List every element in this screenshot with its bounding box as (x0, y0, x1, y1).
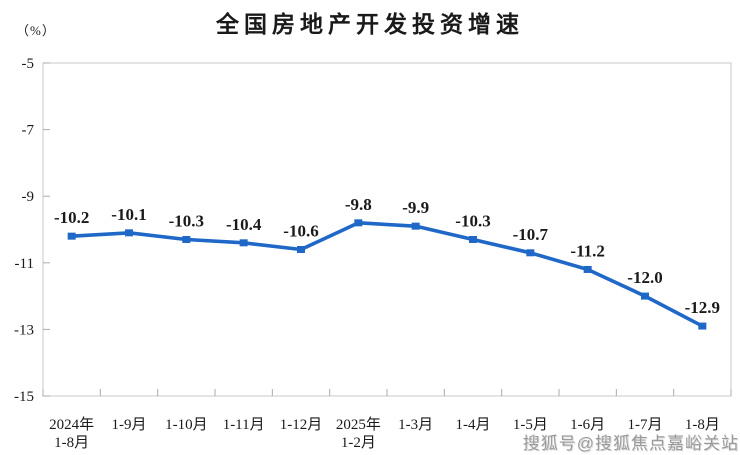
data-point-label: -10.2 (54, 208, 89, 227)
x-category-label: 1-10月 (165, 417, 208, 433)
data-point-marker (698, 322, 707, 330)
data-point-label: -12.9 (685, 298, 720, 317)
data-line (71, 221, 704, 328)
data-point-label: -10.4 (226, 215, 262, 234)
data-point-marker (583, 265, 592, 273)
x-category-label: 2024年 1-8月 (49, 416, 94, 451)
data-point-label: -9.9 (402, 198, 429, 217)
x-category-label: 1-4月 (456, 417, 491, 433)
data-point-label: -11.2 (570, 241, 604, 260)
x-category-label: 1-9月 (112, 417, 147, 433)
data-point-label: -10.1 (111, 205, 146, 224)
y-tick-label: -15 (14, 389, 34, 405)
data-point-label: -9.8 (345, 195, 372, 214)
x-category-label: 1-5月 (513, 417, 548, 433)
data-point-marker (125, 229, 133, 237)
data-point-label: -10.3 (455, 211, 490, 230)
plot-border (42, 62, 732, 397)
y-tick-label: -11 (15, 256, 34, 272)
data-point-marker (297, 245, 305, 253)
data-point-marker (526, 249, 535, 257)
y-axis-unit-label: （%） (16, 23, 56, 38)
x-category-label: 2025年 1-2月 (336, 416, 381, 451)
data-point-label: -10.3 (169, 211, 204, 230)
data-point-label: -12.0 (627, 268, 662, 287)
data-point-marker (239, 239, 248, 247)
x-category-label: 1-3月 (398, 417, 433, 433)
x-category-label: 1-6月 (570, 417, 605, 433)
watermark-text: 搜狐号@搜狐焦点嘉峪关站 (522, 434, 739, 453)
x-category-label: 1-8月 (685, 417, 720, 433)
data-point-marker (354, 219, 363, 227)
data-point-marker (411, 222, 420, 230)
data-point-marker (182, 235, 191, 243)
x-category-label: 1-12月 (280, 417, 323, 433)
y-tick-label: -5 (22, 56, 35, 72)
y-tick-label: -7 (22, 123, 35, 139)
chart-title: 全国房地产开发投资增速 (216, 11, 524, 37)
x-category-label: 1-7月 (628, 417, 663, 433)
data-point-label: -10.7 (513, 225, 549, 244)
data-point-label: -10.6 (283, 221, 318, 240)
y-tick-label: -9 (22, 189, 35, 205)
data-point-marker (469, 235, 477, 243)
y-tick-label: -13 (14, 322, 34, 338)
data-point-marker (641, 292, 649, 300)
x-category-label: 1-11月 (223, 417, 265, 433)
data-point-marker (67, 232, 76, 240)
